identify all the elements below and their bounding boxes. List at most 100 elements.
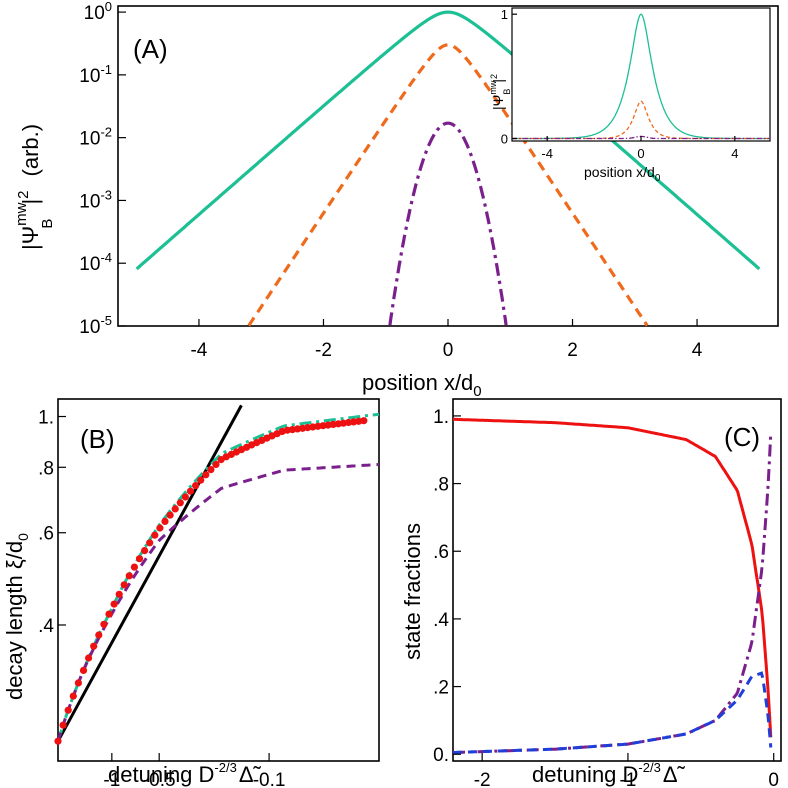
panel-c-xtick-label: -2: [474, 770, 491, 788]
panel-b-dot: [95, 631, 103, 639]
inset-ytick-label: 1: [501, 7, 508, 22]
inset-ylabel: |Ψmw B|2: [488, 74, 512, 110]
panel-c-xtick-label: 0: [768, 770, 779, 788]
panel-b-dot: [186, 487, 195, 495]
panel-b-ylabel: decay length ξ/d0: [2, 533, 31, 700]
panel-a-ytick-label: 10-4: [79, 250, 112, 275]
panel-b-ytick-label: 1.: [38, 408, 54, 429]
panel-b-dot: [125, 572, 133, 580]
panel-a-xtick-label: -4: [190, 340, 207, 361]
panel-a-series-solid: [135, 10, 761, 271]
panel-b-ytick-label: .4: [38, 616, 54, 637]
panel-a-series-dashdot: [388, 121, 508, 326]
panel-b-curves: [54, 404, 379, 745]
panel-c-label: (C): [724, 422, 760, 452]
panel-b-dot: [166, 511, 174, 519]
panel-a-label: (A): [133, 34, 168, 64]
panel-a-xlabel: position x/d0: [362, 370, 482, 400]
panel-b-xtick-label: -0.5: [143, 770, 176, 788]
panel-c-ytick-label: .8: [433, 475, 449, 496]
panel-b-dot: [141, 547, 149, 555]
panel-b-dot: [360, 417, 368, 425]
panel-b-frame: [57, 398, 380, 762]
panel-b-dot: [59, 721, 67, 729]
panel-b-xtick-label: -0.1: [253, 770, 286, 788]
svg-text:decay length ξ/d0: decay length ξ/d0: [2, 533, 31, 700]
panel-b-dot: [85, 654, 93, 662]
panel-b-dot: [146, 539, 154, 547]
panel-b-dot: [54, 737, 62, 745]
panel-b: -1 -0.5 -0.1.4.6.81. (B) detuning D-2/3Δ̃ …: [2, 398, 380, 788]
inset-xtick-label: -4: [541, 146, 553, 161]
svg-text:state fractions: state fractions: [400, 523, 425, 660]
panel-c-ytick-label: .6: [433, 542, 449, 563]
panel-b-dot: [197, 476, 205, 484]
panel-c-ytick-label: .4: [433, 610, 449, 631]
panel-b-ytick-label: .6: [38, 524, 54, 545]
panel-a-xtick-label: 0: [443, 340, 454, 361]
inset-xlabel: position x/d0: [584, 164, 661, 184]
panel-b-series-dashed: [58, 463, 379, 742]
panel-c-series-solid: [453, 417, 773, 738]
panel-b-xtick-label: -1: [103, 770, 120, 788]
panel-a-xtick-label: 2: [567, 340, 578, 361]
panel-b-dot: [69, 692, 77, 700]
panel-c-series-dashdot: [453, 432, 773, 754]
panel-a-inset: -4 0 4 0 1 position x/d0 |Ψmw B|2: [488, 7, 771, 184]
panel-b-dot: [181, 493, 189, 501]
panel-b-dot: [156, 524, 164, 532]
panel-b-dot: [74, 679, 82, 687]
panel-c-ylabel: state fractions: [400, 523, 425, 660]
panel-c-ytick-label: .2: [433, 678, 449, 699]
panel-b-dot: [161, 517, 169, 526]
panel-a-ytick-label: 100: [84, 0, 112, 24]
panel-c-xlabel: detuning D-2/3Δ̃: [532, 760, 686, 787]
panel-b-dot: [130, 563, 138, 571]
panel-a-series-dashed: [247, 43, 649, 327]
inset-ytick-label: 0: [501, 132, 508, 147]
panel-c-frame: [452, 398, 782, 762]
panel-b-dot: [79, 666, 88, 675]
panel-b-dot: [176, 499, 184, 507]
panel-a-ytick-label: 10-5: [79, 313, 112, 338]
inset-frame: [511, 7, 771, 142]
panel-c: -2 -1 0 0. .2 .4 .6 .8 1. (C) detuning D-2/3Δ̃ s…: [400, 398, 782, 788]
panel-b-series-dashdot: [58, 412, 379, 742]
panel-c-series-dashed: [453, 671, 773, 754]
panel-c-curves: [453, 417, 773, 754]
panel-b-dot: [110, 600, 118, 608]
panel-c-axes: -2 -1 0 0. .2 .4 .6 .8 1.: [433, 407, 779, 788]
panel-b-dot: [151, 531, 159, 539]
panel-b-dot: [100, 620, 108, 628]
panel-a-xtick-label: 4: [692, 340, 703, 361]
panel-b-dot: [212, 460, 220, 469]
panel-a-ytick-label: 10-2: [79, 125, 112, 150]
panel-a-ytick-label: 10-3: [79, 187, 112, 212]
panel-c-ytick-label: 1.: [433, 407, 449, 428]
panel-b-dot: [120, 581, 128, 589]
panel-b-series-solid: [58, 404, 243, 742]
panel-b-dot: [105, 610, 113, 618]
panel-b-dot: [135, 555, 144, 563]
inset-axes: -4 0 4 0 1: [501, 7, 739, 161]
panel-b-dot: [202, 471, 210, 479]
panel-c-xtick-label: -1: [619, 770, 636, 788]
panel-c-ytick-label: 0.: [433, 745, 449, 766]
panel-b-ytick-label: .8: [38, 458, 54, 479]
inset-xtick-label: 0: [637, 146, 644, 161]
panel-b-label: (B): [80, 424, 115, 454]
panel-b-axes: -1 -0.5 -0.1 .4 .6 .8 1.: [38, 408, 285, 788]
panel-b-dot: [207, 466, 215, 474]
panel-b-dot: [64, 706, 72, 714]
panel-a-curves: [135, 10, 761, 327]
panel-b-xlabel: detuning D-2/3Δ̃: [108, 760, 262, 787]
panel-b-dot: [90, 642, 98, 650]
panel-a-ytick-label: 10-1: [79, 62, 112, 87]
panel-b-dot: [171, 505, 179, 513]
panel-b-dot: [192, 482, 200, 490]
